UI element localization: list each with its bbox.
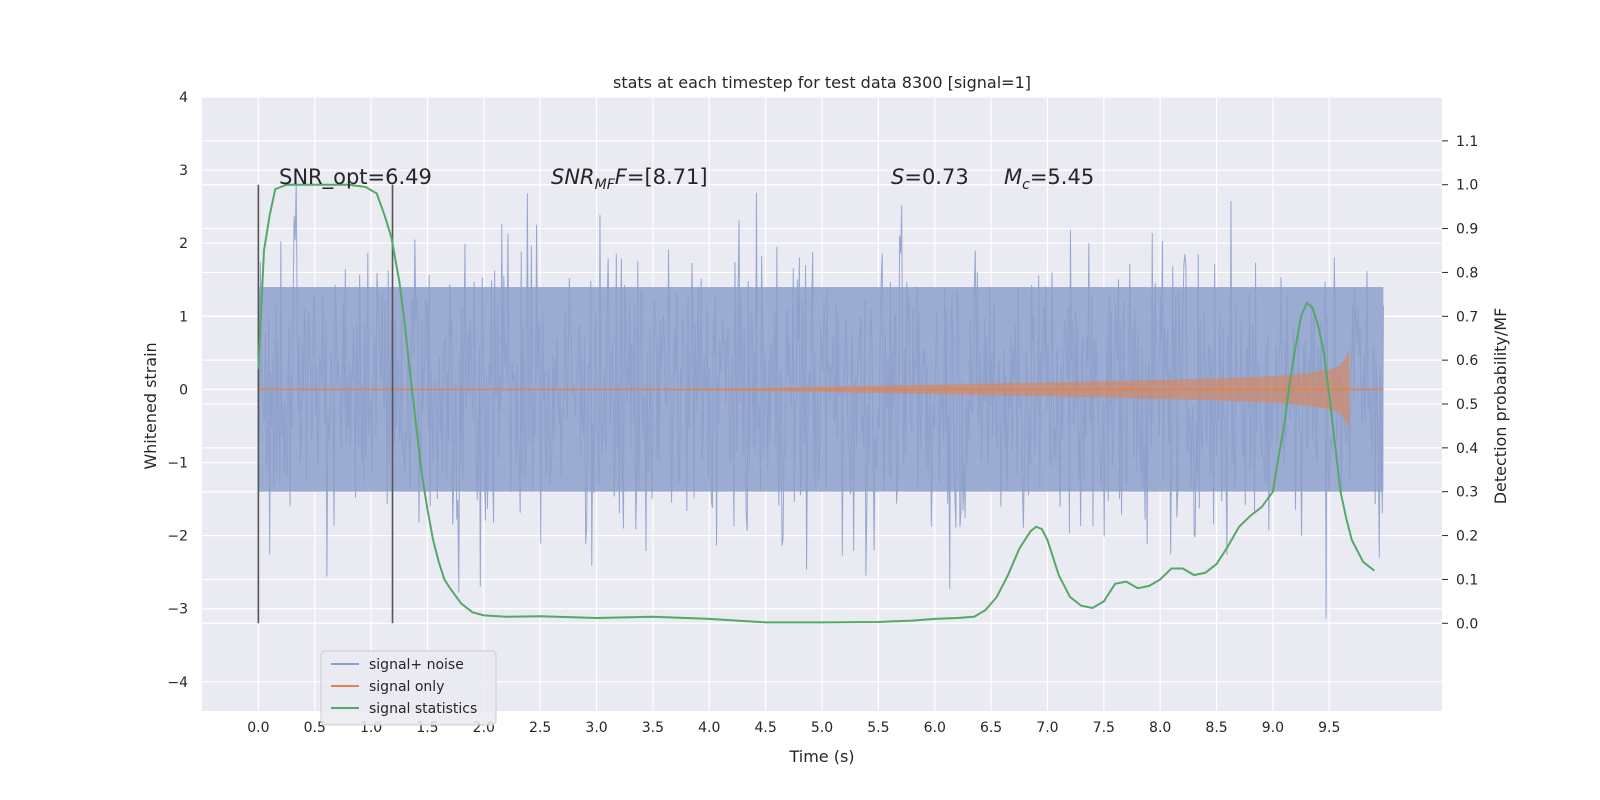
x-tick-label: 3.5: [642, 720, 664, 736]
y-right-axis-ticks: 1.1 1.0 0.9 0.8 0.7 0.6 0.5 0.4 0.3 0.2 0.1 0.0: [1442, 134, 1478, 632]
y-left-tick-label: 3: [179, 163, 188, 179]
x-tick-label: 2.5: [529, 720, 551, 736]
y-left-tick-label: −4: [167, 675, 188, 691]
snr-mf-value: =[8.71]: [627, 165, 708, 189]
x-axis-label: Time (s): [788, 747, 854, 766]
y-right-tick-label: 1.1: [1456, 134, 1478, 150]
snr-mf-symbol: SNR: [551, 165, 595, 189]
statistics-series: [257, 183, 1375, 624]
y-right-tick-label: 0.7: [1456, 309, 1478, 325]
s-annotation: S=0.73: [891, 165, 969, 189]
plot-content: [257, 180, 1384, 624]
y-left-tick-label: −3: [167, 602, 188, 618]
x-tick-label: 6.0: [924, 720, 946, 736]
x-tick-label: 3.0: [585, 720, 607, 736]
y-left-tick-label: 4: [179, 90, 188, 106]
vertical-markers: [257, 184, 394, 624]
y-right-tick-label: 0.2: [1456, 529, 1478, 545]
y-right-axis-label: Detection probability/MF: [1491, 308, 1510, 505]
signal-series: [258, 349, 1384, 430]
y-left-tick-label: 1: [179, 309, 188, 325]
chart-title: stats at each timestep for test data 830…: [613, 73, 1031, 92]
mc-subscript: c: [1022, 177, 1030, 193]
y-left-axis-ticks: 4 3 2 1 0 −1 −2 −3 −4: [167, 90, 188, 691]
y-left-tick-label: −2: [167, 529, 188, 545]
y-right-tick-label: 0.9: [1456, 222, 1478, 238]
annotations: SNR_opt=6.49 SNRMFF=[8.71] S=0.73 Mc=5.4…: [279, 165, 1094, 193]
x-tick-label: 7.5: [1093, 720, 1115, 736]
x-tick-label: 0.0: [247, 720, 269, 736]
y-left-tick-label: 2: [179, 236, 188, 252]
y-left-axis-label: Whitened strain: [141, 342, 160, 469]
x-tick-label: 8.5: [1205, 720, 1227, 736]
x-tick-label: 8.0: [1149, 720, 1171, 736]
mc-symbol: M: [1004, 165, 1022, 189]
y-right-tick-label: 0.3: [1456, 485, 1478, 501]
x-tick-label: 6.5: [980, 720, 1002, 736]
x-tick-label: 7.0: [1036, 720, 1058, 736]
snr-mf-f: F: [615, 165, 628, 189]
legend-label-statistics: signal statistics: [369, 701, 477, 717]
x-tick-label: 5.0: [811, 720, 833, 736]
x-tick-label: 9.5: [1318, 720, 1340, 736]
legend: signal+ noise signal only signal statist…: [320, 650, 497, 726]
legend-label-noise: signal+ noise: [369, 657, 464, 673]
y-right-tick-label: 0.4: [1456, 441, 1478, 457]
y-left-tick-label: −1: [167, 455, 188, 471]
s-value: =0.73: [904, 165, 968, 189]
x-tick-label: 5.5: [867, 720, 889, 736]
s-symbol: S: [891, 165, 904, 189]
x-tick-label: 9.0: [1262, 720, 1284, 736]
snr-mf-subscript: MF: [595, 177, 616, 193]
x-tick-label: 0.5: [304, 720, 326, 736]
x-tick-label: 4.5: [755, 720, 777, 736]
snr-opt-annotation: SNR_opt=6.49: [279, 165, 432, 190]
noise-trace: [257, 180, 1384, 619]
y-right-tick-label: 0.8: [1456, 265, 1478, 281]
y-left-tick-label: 0: [179, 382, 188, 398]
y-right-tick-label: 0.1: [1456, 572, 1478, 588]
y-right-tick-label: 0.6: [1456, 353, 1478, 369]
x-tick-label: 4.0: [698, 720, 720, 736]
y-right-tick-label: 1.0: [1456, 178, 1478, 194]
snr-mf-annotation: SNRMFF=[8.71]: [551, 165, 708, 193]
y-right-tick-label: 0.5: [1456, 397, 1478, 413]
legend-box: [320, 650, 497, 726]
mc-value: =5.45: [1030, 165, 1094, 189]
legend-label-signal: signal only: [369, 679, 444, 695]
y-right-tick-label: 0.0: [1456, 616, 1478, 632]
mc-annotation: Mc=5.45: [1004, 165, 1094, 193]
statistics-line: [257, 183, 1375, 624]
